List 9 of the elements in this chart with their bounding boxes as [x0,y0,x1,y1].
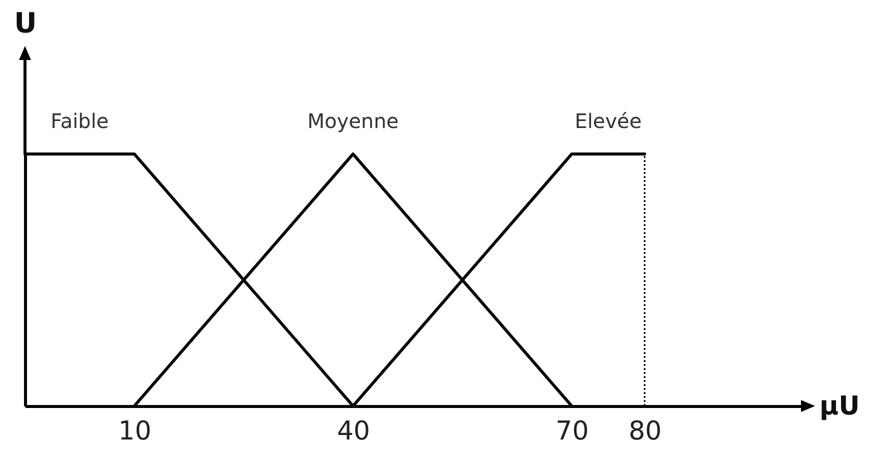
x-tick-label: 70 [556,416,589,446]
x-tick-label: 40 [336,416,370,446]
series-label: Moyenne [307,109,399,133]
series-label: Elevée [574,109,642,133]
x-tick-label: 80 [628,416,662,446]
x-axis-title: μU [820,392,860,422]
y-axis-title: U [14,6,37,40]
series-label: Faible [50,109,109,133]
x-tick-label: 10 [118,416,152,446]
